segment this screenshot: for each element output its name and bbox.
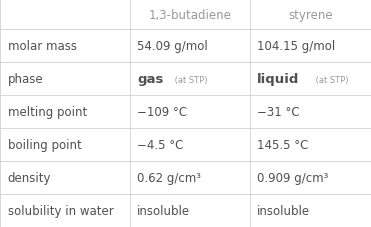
- Text: gas: gas: [137, 73, 164, 86]
- Text: (at STP): (at STP): [313, 76, 348, 85]
- Text: phase: phase: [8, 73, 43, 86]
- Text: 1,3-butadiene: 1,3-butadiene: [148, 8, 232, 21]
- Text: 104.15 g/mol: 104.15 g/mol: [257, 40, 335, 53]
- Text: density: density: [8, 171, 51, 184]
- Text: insoluble: insoluble: [137, 204, 190, 217]
- Text: 54.09 g/mol: 54.09 g/mol: [137, 40, 208, 53]
- Text: 0.62 g/cm³: 0.62 g/cm³: [137, 171, 201, 184]
- Text: insoluble: insoluble: [257, 204, 311, 217]
- Text: liquid: liquid: [257, 73, 300, 86]
- Text: 145.5 °C: 145.5 °C: [257, 138, 309, 151]
- Text: boiling point: boiling point: [8, 138, 82, 151]
- Text: 0.909 g/cm³: 0.909 g/cm³: [257, 171, 329, 184]
- Text: −109 °C: −109 °C: [137, 106, 187, 118]
- Text: (at STP): (at STP): [172, 76, 208, 85]
- Text: styrene: styrene: [288, 8, 333, 21]
- Text: −4.5 °C: −4.5 °C: [137, 138, 184, 151]
- Text: −31 °C: −31 °C: [257, 106, 300, 118]
- Text: solubility in water: solubility in water: [8, 204, 114, 217]
- Text: melting point: melting point: [8, 106, 87, 118]
- Text: molar mass: molar mass: [8, 40, 77, 53]
